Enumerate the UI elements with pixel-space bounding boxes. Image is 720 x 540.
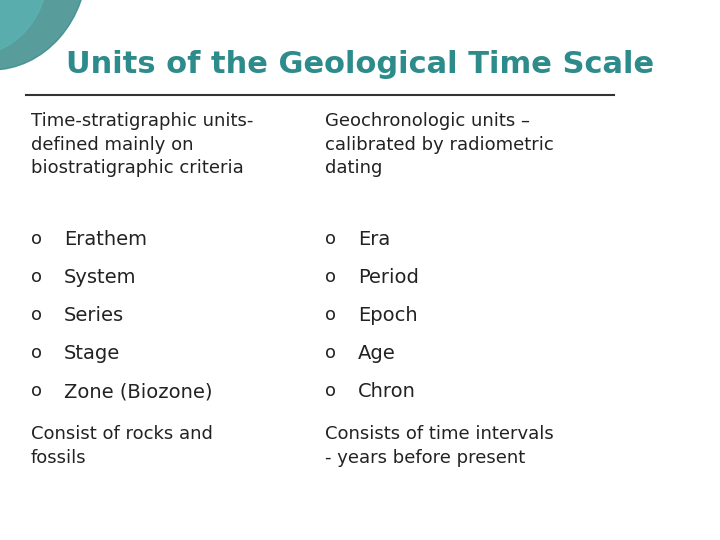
Text: Period: Period bbox=[358, 268, 419, 287]
Text: o: o bbox=[325, 230, 336, 248]
Text: Era: Era bbox=[358, 230, 390, 249]
Text: o: o bbox=[31, 268, 42, 286]
Circle shape bbox=[0, 0, 88, 70]
Text: Consists of time intervals
- years before present: Consists of time intervals - years befor… bbox=[325, 425, 554, 467]
Text: Epoch: Epoch bbox=[358, 306, 418, 325]
Text: o: o bbox=[31, 306, 42, 324]
Text: Consist of rocks and
fossils: Consist of rocks and fossils bbox=[31, 425, 212, 467]
Text: Erathem: Erathem bbox=[64, 230, 147, 249]
Text: o: o bbox=[325, 382, 336, 400]
Text: System: System bbox=[64, 268, 137, 287]
Text: Geochronologic units –
calibrated by radiometric
dating: Geochronologic units – calibrated by rad… bbox=[325, 112, 554, 177]
Text: Series: Series bbox=[64, 306, 124, 325]
Text: o: o bbox=[325, 306, 336, 324]
Circle shape bbox=[0, 0, 48, 55]
Text: o: o bbox=[31, 230, 42, 248]
Text: o: o bbox=[31, 344, 42, 362]
Text: Age: Age bbox=[358, 344, 396, 363]
Text: o: o bbox=[325, 344, 336, 362]
Text: Units of the Geological Time Scale: Units of the Geological Time Scale bbox=[66, 50, 654, 79]
Text: o: o bbox=[31, 382, 42, 400]
Text: o: o bbox=[325, 268, 336, 286]
Text: Stage: Stage bbox=[64, 344, 120, 363]
Text: Chron: Chron bbox=[358, 382, 416, 401]
Text: Zone (Biozone): Zone (Biozone) bbox=[64, 382, 212, 401]
Text: Time-stratigraphic units-
defined mainly on
biostratigraphic criteria: Time-stratigraphic units- defined mainly… bbox=[31, 112, 253, 177]
